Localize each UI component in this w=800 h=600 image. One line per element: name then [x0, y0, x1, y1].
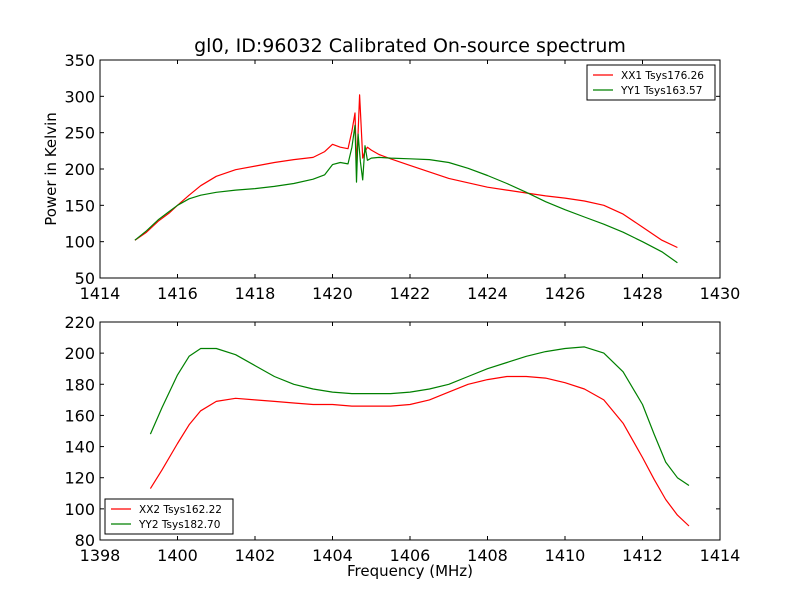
x-tick-label-top: 1420	[312, 284, 353, 303]
x-tick-label-top: 1414	[80, 284, 121, 303]
x-tick-label-top: 1422	[390, 284, 431, 303]
legend-label: YY2 Tsys182.70	[138, 519, 220, 531]
x-tick-label-bottom: 1412	[622, 546, 663, 565]
x-tick-label-bottom: 1404	[312, 546, 353, 565]
y-tick-label-bottom: 100	[64, 500, 95, 519]
series-line-yy1	[134, 124, 678, 264]
y-tick-label-bottom: 140	[64, 438, 95, 457]
series-line-xx2	[149, 375, 690, 527]
panel-top: 1414 1416 1418 1420 1422 1424 1426 1428 1430 50 10…	[64, 51, 740, 303]
x-tick-label-top: 1430	[700, 284, 741, 303]
y-tick-label-bottom: 200	[64, 344, 95, 363]
x-tick-label-bottom: 1398	[80, 546, 121, 565]
x-axis-label-bottom: Frequency (MHz)	[347, 562, 473, 580]
series-line-yy2	[149, 346, 690, 486]
legend-label: XX2 Tsys162.22	[139, 504, 222, 516]
y-tick-label-top: 50	[75, 269, 95, 288]
y-tick-label-top: 100	[64, 233, 95, 252]
x-tick-label-bottom: 1400	[157, 546, 198, 565]
x-tick-label-bottom: 1410	[545, 546, 586, 565]
legend-box	[586, 64, 716, 101]
chart-title: gl0, ID:96032 Calibrated On-source spect…	[194, 35, 626, 57]
y-tick-label-top: 350	[64, 51, 95, 70]
legend-top: XX1 Tsys176.26 YY1 Tsys163.57	[586, 64, 716, 101]
x-tick-label-top: 1416	[157, 284, 198, 303]
x-tick-label-top: 1418	[235, 284, 276, 303]
y-tick-label-top: 250	[64, 124, 95, 143]
y-tick-label-bottom: 120	[64, 469, 95, 488]
x-tick-label-top: 1424	[467, 284, 508, 303]
x-tick-label-bottom: 1414	[700, 546, 741, 565]
y-tick-label-bottom: 80	[75, 531, 95, 550]
legend-label: XX1 Tsys176.26	[621, 70, 704, 82]
series-line-xx1	[134, 94, 678, 249]
y-tick-label-bottom: 180	[64, 375, 95, 394]
y-tick-label-top: 200	[64, 160, 95, 179]
y-axis-label-top: Power in Kelvin	[42, 112, 60, 226]
legend-bottom: XX2 Tsys162.22 YY2 Tsys182.70	[104, 498, 234, 535]
panel-bottom: 1398 1400 1402 1404 1406 1408 1410 1412 1414 80 10…	[64, 313, 740, 565]
x-tick-label-bottom: 1402	[235, 546, 276, 565]
x-tick-label-top: 1428	[622, 284, 663, 303]
legend-label: YY1 Tsys163.57	[620, 85, 702, 97]
x-tick-label-bottom: 1408	[467, 546, 508, 565]
y-tick-label-top: 150	[64, 196, 95, 215]
x-tick-label-bottom: 1406	[390, 546, 431, 565]
legend-box	[104, 498, 234, 535]
y-tick-label-bottom: 160	[64, 406, 95, 425]
y-tick-label-top: 300	[64, 87, 95, 106]
x-tick-label-top: 1426	[545, 284, 586, 303]
y-tick-label-bottom: 220	[64, 313, 95, 332]
